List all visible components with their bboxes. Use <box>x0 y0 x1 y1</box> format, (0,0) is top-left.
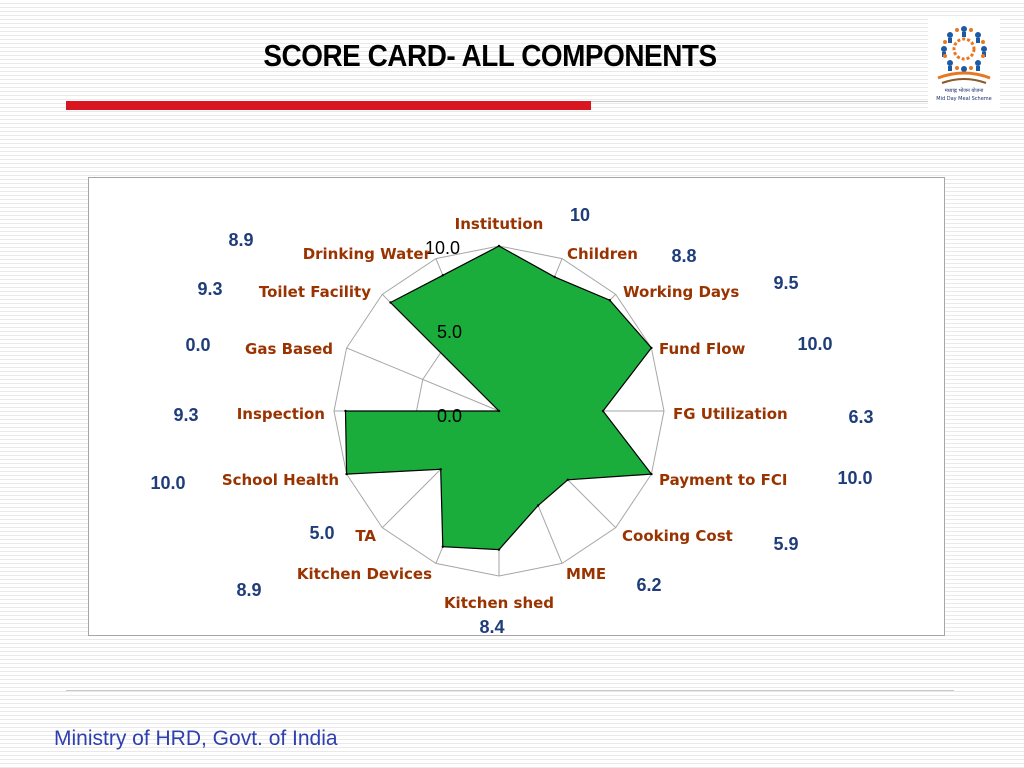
score-point <box>553 275 556 279</box>
data-value-label: 10.0 <box>837 468 872 488</box>
slide-title: SCORE CARD- ALL COMPONENTS <box>263 38 717 73</box>
score-point <box>650 472 653 476</box>
radar-chart: 0.0 5.0 10.0 Institution 10 Children 8.8 Workin… <box>150 205 873 635</box>
category-label: Institution <box>455 215 544 233</box>
score-point <box>601 409 605 413</box>
data-value-label: 6.3 <box>848 407 873 427</box>
score-point <box>497 244 501 248</box>
data-value-label: 9.5 <box>773 273 798 293</box>
category-label: FG Utilization <box>673 405 788 423</box>
score-series-area <box>344 245 653 551</box>
category-label: Drinking Water <box>303 245 432 263</box>
data-value-label: 6.2 <box>636 575 661 595</box>
score-point <box>441 274 444 277</box>
score-point <box>389 301 392 304</box>
data-value-label: 10.0 <box>797 334 832 354</box>
axis-tick-label: 5.0 <box>437 322 462 342</box>
score-point <box>497 409 501 413</box>
data-value-label: 5.0 <box>309 523 334 543</box>
radar-chart-frame: 0.0 5.0 10.0 Institution 10 Children 8.8 Workin… <box>88 177 945 636</box>
data-value-label: 10 <box>570 205 590 225</box>
title-accent-bar <box>66 101 591 110</box>
score-point <box>650 346 653 350</box>
grid-spoke <box>346 347 500 412</box>
category-label: Cooking Cost <box>622 527 733 545</box>
category-label: Kitchen Devices <box>297 565 432 583</box>
logo-caption: Mid Day Meal Scheme <box>936 96 992 102</box>
category-label: TA <box>355 527 376 545</box>
category-label: Children <box>567 245 638 263</box>
footer-divider <box>66 690 954 691</box>
category-label: Kitchen shed <box>444 594 554 612</box>
category-label: Gas Based <box>245 340 333 358</box>
score-point <box>345 472 348 476</box>
score-point <box>439 468 442 471</box>
logo-script-text: मध्याह्न भोजन योजना <box>944 88 984 94</box>
axis-tick-label: 0.0 <box>437 406 462 426</box>
footer-text: Ministry of HRD, Govt. of India <box>54 727 338 750</box>
logo-emblem-icon <box>937 26 991 84</box>
score-point <box>497 548 501 551</box>
category-label: Inspection <box>237 405 325 423</box>
score-point <box>566 478 569 481</box>
data-value-label: 9.3 <box>197 279 222 299</box>
category-label: Fund Flow <box>659 340 746 358</box>
score-point <box>441 545 444 548</box>
data-value-label: 0.0 <box>185 335 210 355</box>
score-point <box>536 504 540 507</box>
data-value-label: 9.3 <box>173 405 198 425</box>
category-label: MME <box>566 565 606 583</box>
axis-tick-label: 10.0 <box>425 238 460 258</box>
category-label: School Health <box>222 471 339 489</box>
data-value-label: 8.8 <box>671 246 696 266</box>
data-value-label: 5.9 <box>773 534 798 554</box>
mid-day-meal-logo: मध्याह्न भोजन योजना Mid Day Meal Scheme <box>928 16 1000 108</box>
score-point <box>344 409 347 413</box>
score-point <box>608 299 611 302</box>
data-value-label: 8.9 <box>236 580 261 600</box>
data-value-label: 10.0 <box>150 473 185 493</box>
category-label: Payment to FCI <box>659 471 787 489</box>
data-value-label: 8.9 <box>228 230 253 250</box>
category-label: Working Days <box>623 283 739 301</box>
category-label: Toilet Facility <box>259 283 371 301</box>
data-value-label: 8.4 <box>479 617 504 635</box>
